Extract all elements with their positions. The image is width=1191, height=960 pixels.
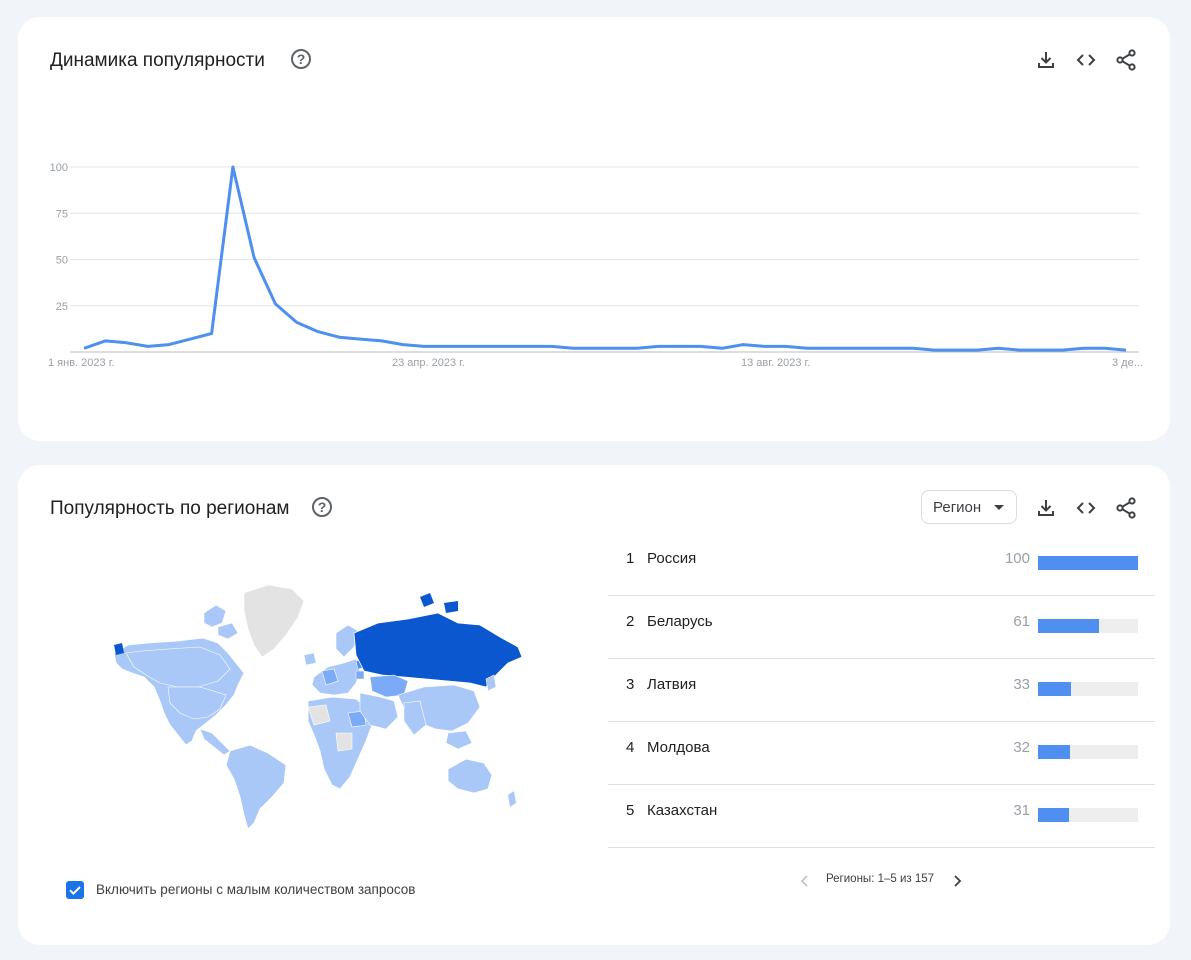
x-tick-label: 23 апр. 2023 г. xyxy=(392,357,465,369)
region-bar-fill xyxy=(1038,808,1069,822)
trend-card: Динамика популярности ? 25 50 75 100 1 янв. … xyxy=(18,17,1170,441)
table-row[interactable]: 3 Латвия 33 xyxy=(608,658,1155,722)
table-row[interactable]: 2 Беларусь 61 xyxy=(608,595,1155,659)
trend-chart: 25 50 75 100 1 янв. 2023 г. 23 апр. 2023 г. 13… xyxy=(48,162,1143,369)
region-value: 100 xyxy=(1004,550,1030,567)
help-icon[interactable]: ? xyxy=(291,49,311,69)
region-value: 32 xyxy=(1013,739,1030,756)
world-map[interactable] xyxy=(108,583,528,833)
y-tick-label: 75 xyxy=(56,208,68,220)
region-rank: 5 xyxy=(626,802,635,819)
x-tick-label: 13 авг. 2023 г. xyxy=(741,357,810,369)
region-select[interactable]: Регион xyxy=(921,490,1017,524)
chevron-right-icon[interactable] xyxy=(950,874,964,888)
region-select-label: Регион xyxy=(933,499,982,516)
table-row[interactable]: 4 Молдова 32 xyxy=(608,721,1155,785)
x-tick-label: 3 де... xyxy=(1112,357,1143,369)
region-bar xyxy=(1038,808,1138,822)
regions-card: Популярность по регионам ? Регион xyxy=(18,465,1170,945)
share-icon[interactable] xyxy=(1114,496,1138,520)
region-bar xyxy=(1038,745,1138,759)
region-name[interactable]: Латвия xyxy=(647,676,697,693)
region-value: 61 xyxy=(1013,613,1030,630)
region-south-america[interactable] xyxy=(225,744,287,830)
embed-icon[interactable] xyxy=(1074,496,1098,520)
region-greenland[interactable] xyxy=(243,584,305,658)
checkbox-checked-icon[interactable] xyxy=(66,881,84,899)
embed-icon[interactable] xyxy=(1074,48,1098,72)
region-rank: 3 xyxy=(626,676,635,693)
region-bar-fill xyxy=(1038,682,1071,696)
pager-label: Регионы: 1–5 из 157 xyxy=(826,873,935,885)
y-tick-label: 25 xyxy=(56,301,68,313)
region-bar-fill xyxy=(1038,556,1138,570)
region-bar-fill xyxy=(1038,619,1099,633)
download-icon[interactable] xyxy=(1034,48,1058,72)
chevron-left-icon[interactable] xyxy=(798,874,812,888)
x-tick-label: 1 янв. 2023 г. xyxy=(48,357,114,369)
region-rank: 4 xyxy=(626,739,635,756)
region-name[interactable]: Молдова xyxy=(647,739,710,756)
regions-title: Популярность по регионам xyxy=(50,498,290,519)
region-australia[interactable] xyxy=(447,758,493,794)
help-icon[interactable]: ? xyxy=(312,497,332,517)
caret-down-icon xyxy=(994,505,1004,510)
region-name[interactable]: Казахстан xyxy=(647,802,718,819)
region-bar xyxy=(1038,682,1138,696)
region-small-max[interactable] xyxy=(114,643,124,655)
download-icon[interactable] xyxy=(1034,496,1058,520)
region-name[interactable]: Россия xyxy=(647,550,697,567)
region-name[interactable]: Беларусь xyxy=(647,613,713,630)
region-value: 33 xyxy=(1013,676,1030,693)
share-icon[interactable] xyxy=(1114,48,1138,72)
region-russia[interactable] xyxy=(353,612,523,688)
table-row[interactable]: 1 Россия 100 xyxy=(608,532,1155,596)
y-tick-label: 100 xyxy=(50,162,68,174)
table-row[interactable]: 5 Казахстан 31 xyxy=(608,784,1155,848)
trend-series-line[interactable] xyxy=(83,165,1127,352)
region-bar xyxy=(1038,556,1138,570)
region-rank: 2 xyxy=(626,613,635,630)
y-tick-label: 50 xyxy=(56,255,68,267)
trend-title: Динамика популярности xyxy=(50,50,265,71)
region-bar xyxy=(1038,619,1138,633)
region-rank: 1 xyxy=(626,550,635,567)
region-value: 31 xyxy=(1013,802,1030,819)
checkbox-label: Включить регионы с малым количеством зап… xyxy=(96,882,416,897)
region-bar-fill xyxy=(1038,745,1070,759)
regions-pager: Регионы: 1–5 из 157 xyxy=(798,871,978,891)
